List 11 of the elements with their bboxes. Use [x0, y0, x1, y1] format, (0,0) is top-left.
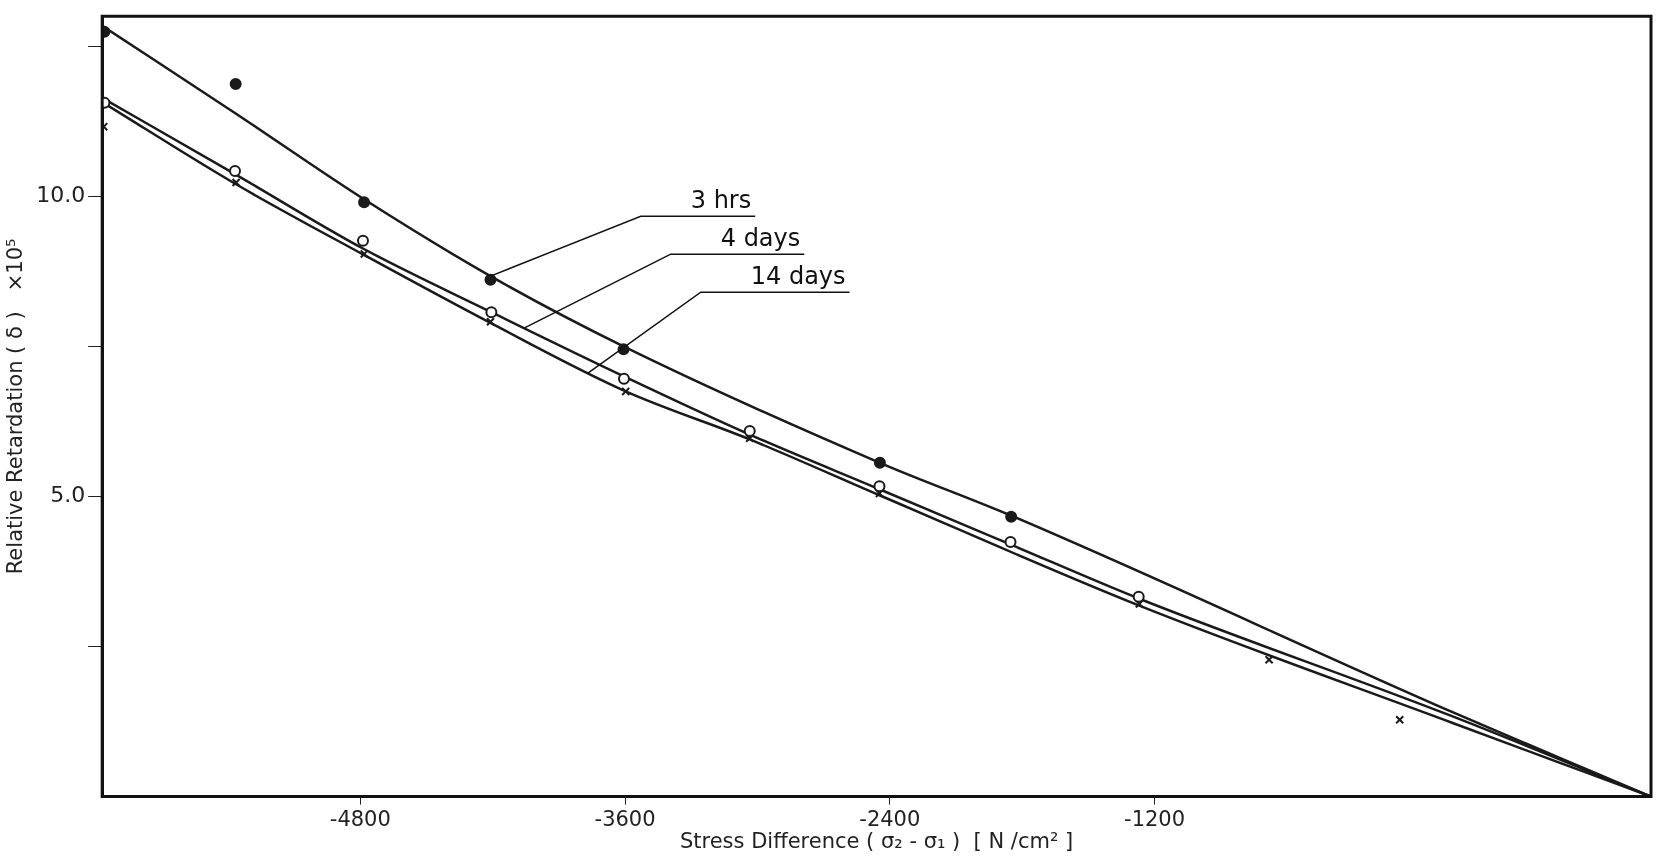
annotation: 14 days — [750, 262, 846, 291]
annotation: 4 days — [720, 224, 801, 253]
x-tick-label: -3600 — [594, 806, 656, 831]
y-axis-title: Relative Retardation ( δ ) ×10⁵ — [3, 238, 28, 575]
annotation: 3 hrs — [690, 186, 752, 215]
x-axis-title: Stress Difference ( σ₂ - σ₁ ) [ N /cm² ] — [679, 828, 1074, 853]
x-tick-label: -4800 — [329, 806, 391, 831]
x-tick-label: -1200 — [1124, 806, 1186, 831]
x-tick-label: -2400 — [859, 806, 921, 831]
y-tick-label: 10.0 — [36, 182, 86, 208]
y-tick-label: 5.0 — [50, 482, 86, 508]
